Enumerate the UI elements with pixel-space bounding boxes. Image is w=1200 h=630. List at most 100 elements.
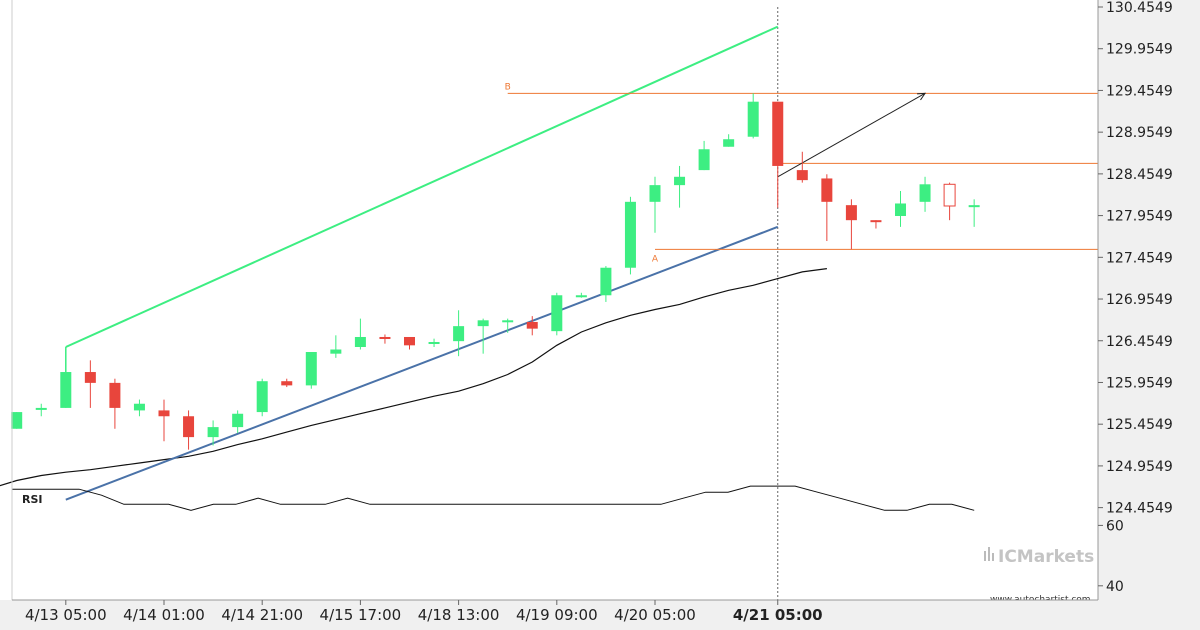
candlestick bbox=[747, 93, 759, 139]
candle-body bbox=[698, 149, 710, 171]
moving-average-line bbox=[0, 268, 827, 487]
candle-body bbox=[796, 170, 808, 181]
candle-body bbox=[109, 382, 121, 408]
candlestick bbox=[404, 336, 415, 350]
candlestick bbox=[919, 176, 931, 212]
candlestick bbox=[207, 420, 219, 446]
y-tick-label: 127.4549 bbox=[1106, 250, 1173, 266]
y-axis-background bbox=[1098, 0, 1200, 630]
candlestick bbox=[232, 410, 244, 433]
x-tick-label: 4/19 09:00 bbox=[516, 606, 598, 624]
channel-upper-line bbox=[65, 25, 779, 348]
y-tick-label: 128.9549 bbox=[1106, 125, 1173, 141]
candle-body bbox=[428, 341, 440, 344]
candle-body bbox=[379, 336, 391, 339]
point-b-label: B bbox=[505, 82, 511, 92]
candle-body bbox=[526, 321, 538, 329]
candle-body bbox=[84, 372, 96, 383]
candlestick bbox=[133, 399, 145, 417]
candle-body bbox=[624, 201, 636, 268]
candlestick bbox=[723, 134, 735, 147]
candlestick bbox=[968, 199, 980, 227]
candle-body bbox=[895, 203, 906, 217]
candlestick bbox=[870, 220, 882, 229]
candlestick bbox=[772, 101, 784, 208]
candle-body bbox=[502, 320, 514, 323]
candle-body bbox=[11, 412, 23, 429]
rsi-tick-label: 40 bbox=[1106, 579, 1124, 595]
candlestick bbox=[256, 378, 268, 417]
candlestick bbox=[109, 378, 121, 429]
candlestick bbox=[845, 199, 857, 250]
forecast-arrow-head bbox=[917, 92, 927, 101]
rsi-tick-label: 60 bbox=[1106, 518, 1124, 534]
y-tick-label: 126.4549 bbox=[1106, 334, 1173, 350]
candlestick bbox=[943, 182, 956, 221]
candlestick bbox=[305, 352, 317, 389]
candlestick bbox=[624, 196, 636, 275]
y-tick-label: 129.4549 bbox=[1106, 83, 1173, 99]
candle-body bbox=[747, 101, 759, 137]
candle-body bbox=[281, 381, 293, 386]
candle-body bbox=[60, 372, 72, 408]
candlestick bbox=[526, 316, 538, 336]
y-tick-label: 126.9549 bbox=[1106, 292, 1173, 308]
candle-body bbox=[477, 320, 489, 327]
candle-body bbox=[232, 413, 244, 428]
candle-body bbox=[453, 326, 465, 342]
candle-body bbox=[845, 205, 857, 221]
candle-body bbox=[330, 349, 342, 354]
candle-body bbox=[158, 410, 170, 417]
rsi-label: RSI bbox=[22, 493, 43, 506]
candlestick bbox=[895, 190, 906, 227]
candle-body bbox=[968, 205, 980, 208]
candlestick bbox=[281, 378, 293, 388]
rsi-line bbox=[12, 485, 975, 511]
candlestick bbox=[551, 292, 563, 336]
candlestick bbox=[158, 399, 170, 442]
candlestick bbox=[330, 335, 342, 358]
x-tick-label: 4/14 21:00 bbox=[221, 606, 303, 624]
candlestick bbox=[821, 174, 833, 242]
candle-body bbox=[943, 183, 956, 207]
candle-body bbox=[919, 184, 931, 202]
candle-body bbox=[354, 336, 366, 347]
point-a-label: A bbox=[652, 254, 659, 264]
candle-body bbox=[551, 295, 563, 332]
candle-body bbox=[207, 427, 219, 438]
candle-body bbox=[674, 176, 686, 186]
candlestick bbox=[60, 349, 72, 408]
x-axis-background bbox=[0, 600, 1200, 630]
candlestick bbox=[379, 334, 391, 344]
candlestick bbox=[477, 318, 489, 354]
candle-body bbox=[821, 178, 833, 202]
y-tick-label: 128.4549 bbox=[1106, 167, 1173, 183]
candle-body bbox=[649, 185, 661, 202]
candle-body bbox=[600, 267, 612, 296]
candlestick bbox=[575, 292, 587, 298]
candlestick bbox=[502, 318, 514, 333]
x-tick-label: 4/18 13:00 bbox=[418, 606, 500, 624]
icmarkets-logo: ICMarkets bbox=[984, 547, 1094, 567]
candlestick bbox=[35, 403, 47, 417]
y-tick-label: 125.9549 bbox=[1106, 375, 1173, 391]
y-tick-label: 124.4549 bbox=[1106, 501, 1173, 517]
candle-body bbox=[772, 101, 784, 166]
y-tick-label: 125.4549 bbox=[1106, 417, 1173, 433]
candle-body bbox=[723, 139, 735, 147]
candlestick bbox=[11, 412, 23, 429]
candlestick bbox=[453, 310, 465, 357]
x-tick-label: 4/21 05:00 bbox=[733, 606, 823, 624]
candlestick bbox=[428, 338, 440, 347]
candlestick bbox=[354, 318, 366, 350]
candle-body bbox=[256, 381, 268, 413]
candle-body bbox=[870, 220, 882, 223]
candlestick bbox=[183, 410, 195, 450]
candlestick bbox=[649, 176, 661, 233]
channel-lower-line bbox=[65, 225, 779, 501]
x-tick-label: 4/20 05:00 bbox=[614, 606, 696, 624]
candle-body bbox=[133, 403, 145, 411]
y-tick-label: 130.4549 bbox=[1106, 0, 1173, 16]
candlestick bbox=[674, 165, 686, 208]
